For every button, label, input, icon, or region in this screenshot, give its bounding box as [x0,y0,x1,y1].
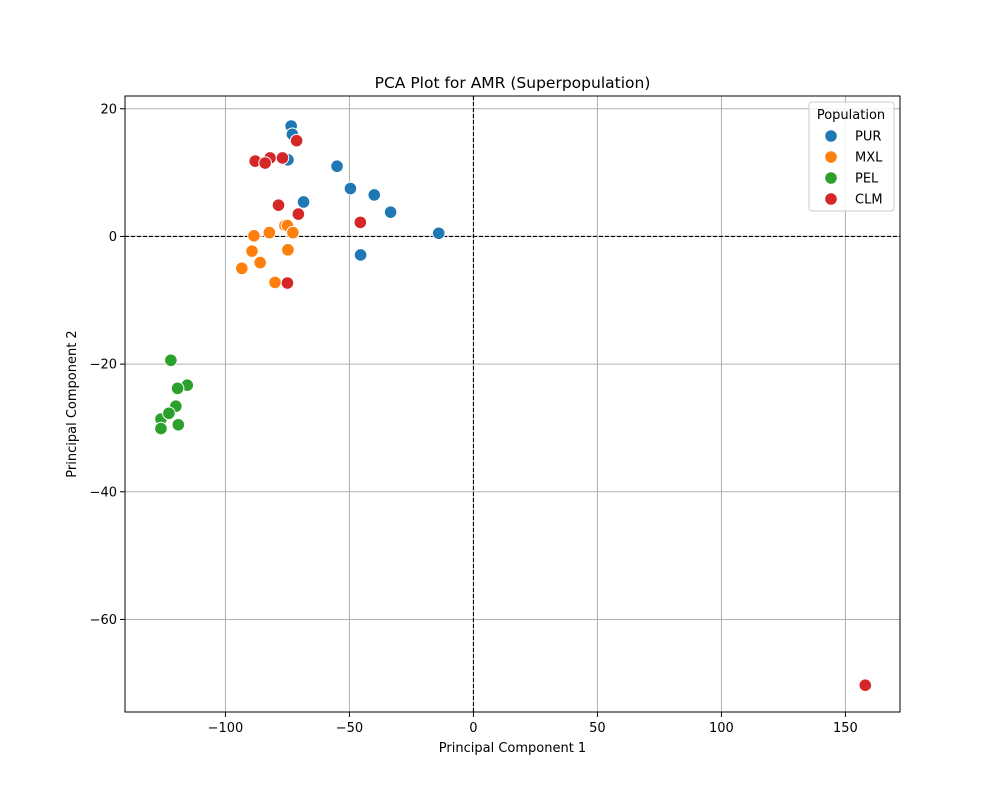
data-point-clm [280,276,295,290]
data-point-mxl [281,243,295,257]
grid-lines [125,96,900,712]
data-point-pur [296,195,311,209]
data-point-pur [343,181,358,196]
legend-label-mxl: MXL [855,151,883,166]
data-point-mxl [247,228,261,243]
legend-items: PUR MXL PEL CLM [824,129,883,208]
data-points [154,119,873,692]
data-point-mxl [268,275,282,290]
data-point-clm [271,198,286,212]
y-axis-ticks: 20 0 −20 −40 −60 [90,102,125,628]
data-point-clm [291,207,306,221]
y-tick-label: 0 [109,230,117,245]
x-tick-label: −50 [336,721,363,736]
series-mxl [235,218,300,290]
legend-label-pur: PUR [855,130,881,145]
chart-title: PCA Plot for AMR (Superpopulation) [375,74,651,92]
data-point-clm [353,215,368,230]
legend-marker-pur [824,129,838,143]
data-point-mxl [253,255,267,270]
series-pel [154,353,195,436]
data-point-clm [275,151,290,165]
data-point-clm [858,678,873,692]
data-point-pel [154,421,168,436]
data-point-pel [164,353,178,368]
legend-marker-pel [824,171,838,185]
x-axis-ticks: −100 −50 0 50 100 150 [208,712,858,736]
plot-frame [124,95,901,713]
x-tick-label: 100 [709,721,734,736]
data-point-pel [170,381,185,396]
legend: Population PUR MXL PEL CLM [808,101,895,212]
x-tick-label: 50 [589,721,606,736]
data-point-clm [289,133,304,148]
data-point-pel [171,417,186,432]
data-point-pur [353,248,368,262]
data-point-mxl [286,225,300,240]
data-point-clm [258,156,272,170]
data-point-pur [383,205,398,219]
series-clm [248,133,873,692]
legend-marker-mxl [824,150,838,164]
y-tick-label: −40 [90,485,117,500]
data-point-pur [431,226,446,241]
data-point-pur [367,188,382,202]
x-tick-label: 0 [469,721,477,736]
y-tick-label: −60 [90,613,117,628]
data-point-mxl [245,244,259,258]
legend-label-clm: CLM [855,193,883,208]
x-tick-label: 150 [833,721,858,736]
data-point-pur [330,159,344,174]
x-tick-label: −100 [208,721,244,736]
data-point-mxl [235,261,249,276]
y-tick-label: 20 [100,102,117,117]
legend-marker-clm [824,192,838,206]
y-tick-label: −20 [90,358,117,373]
legend-label-pel: PEL [855,172,879,187]
y-axis-label: Principal Component 2 [65,330,80,477]
legend-title: Population [817,108,885,123]
data-point-pel [162,406,176,421]
data-point-mxl [262,225,277,240]
series-pur [281,119,446,262]
x-axis-label: Principal Component 1 [439,741,586,756]
